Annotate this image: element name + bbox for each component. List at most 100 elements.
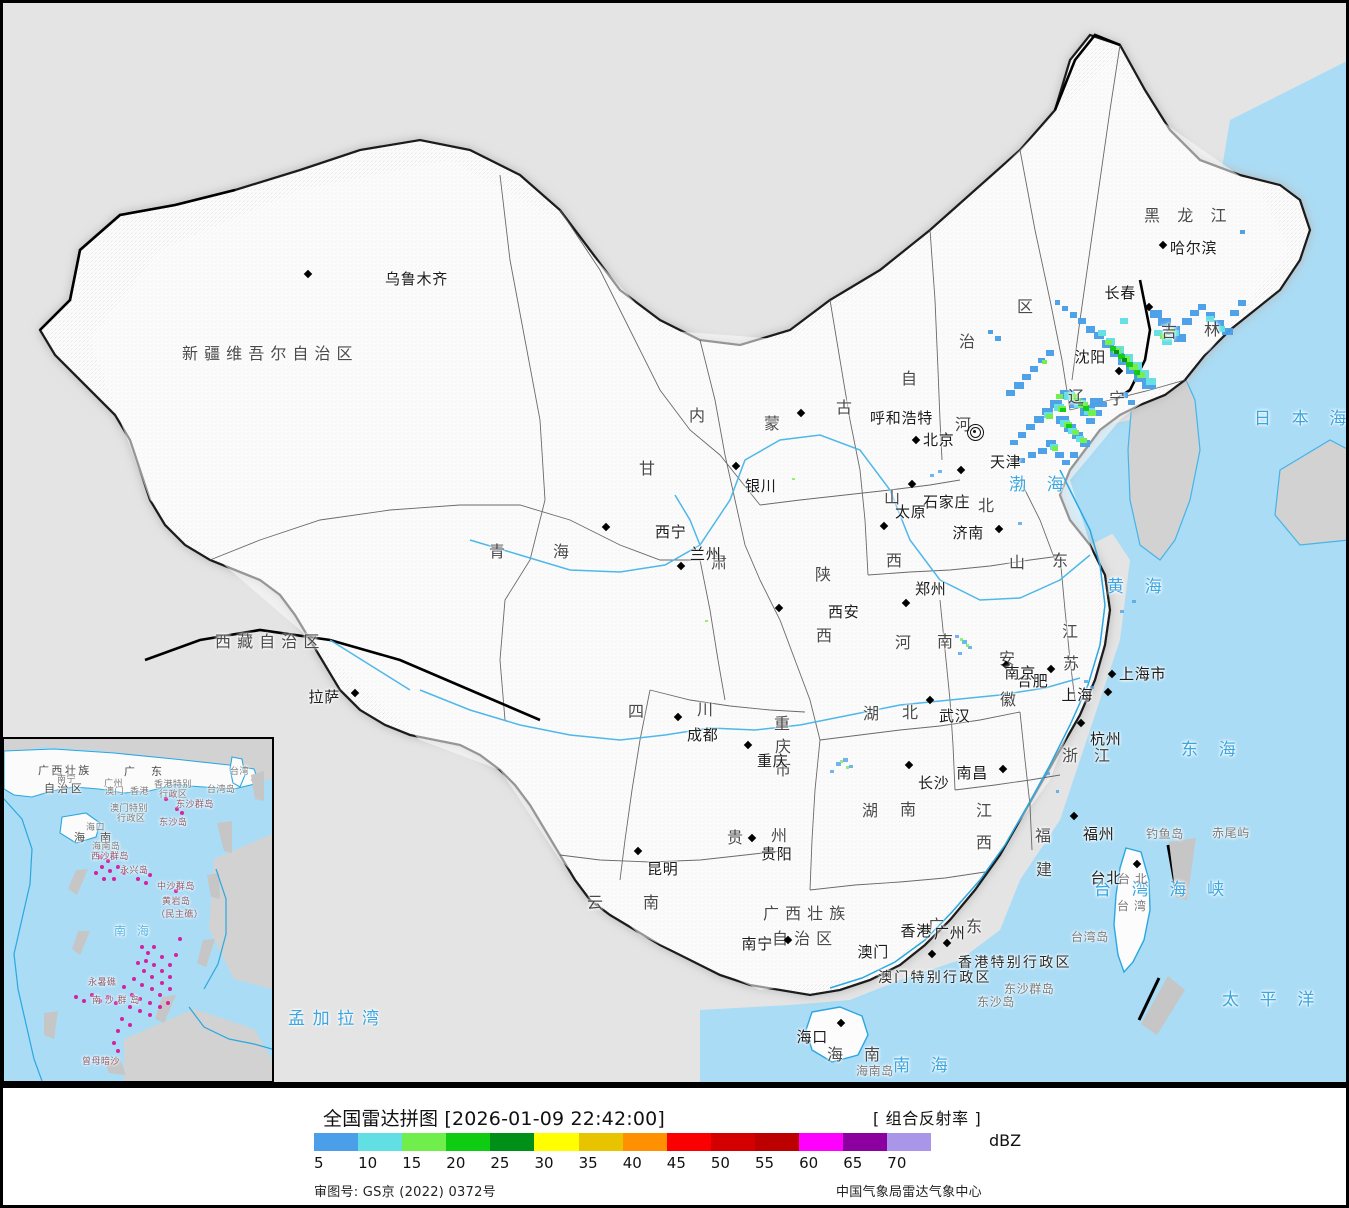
- inset-label-8: 香港特别: [154, 780, 192, 790]
- province-label-53: 东: [966, 917, 989, 936]
- colorbar-tick-50: 50: [710, 1154, 730, 1172]
- colorbar-tick-35: 35: [578, 1154, 598, 1172]
- province-label-9: 区: [1017, 297, 1040, 316]
- island-label-0: 钓鱼岛: [1146, 827, 1184, 841]
- province-label-8: 古: [836, 398, 859, 417]
- inset-label-11: 行政区: [117, 814, 146, 824]
- colorbar-tick-25: 25: [490, 1154, 510, 1172]
- city-label-28: 香港: [900, 922, 932, 940]
- city-label-3: 兰州: [690, 545, 722, 563]
- inset-label-14: 东沙群岛: [176, 800, 214, 810]
- province-label-26: 南: [937, 632, 960, 651]
- inset-label-21: 永兴岛: [120, 866, 149, 876]
- city-label-21: 长沙: [918, 774, 950, 792]
- city-label-24: 贵阳: [761, 845, 793, 863]
- colorbar-tick-15: 15: [402, 1154, 422, 1172]
- province-label-48: 云: [587, 893, 610, 912]
- province-label-10: 自: [901, 369, 924, 388]
- city-label-19: 南昌: [956, 764, 988, 782]
- colorbar-swatch-11[interactable]: [799, 1133, 844, 1151]
- province-label-50: 广西壮族: [763, 904, 852, 923]
- province-label-27: 江: [1062, 622, 1085, 641]
- inset-label-17: 海: [74, 831, 88, 844]
- inset-label-22: 中沙群岛: [157, 882, 195, 892]
- province-label-13: 吉: [1161, 322, 1184, 341]
- inset-label-2: 广: [124, 765, 138, 778]
- city-label-25: 昆明: [647, 860, 679, 878]
- province-label-18: 北: [978, 496, 1001, 515]
- colorbar-tick-10: 10: [358, 1154, 378, 1172]
- colorbar-swatch-7[interactable]: [622, 1133, 667, 1151]
- city-label-18: 武汉: [939, 707, 971, 725]
- colorbar-swatch-0[interactable]: [314, 1133, 359, 1151]
- province-label-34: 建: [1036, 860, 1059, 879]
- city-label-5: 呼和浩特: [870, 409, 934, 427]
- province-label-24: 东: [1052, 551, 1075, 570]
- province-label-25: 河: [895, 633, 918, 652]
- colorbar-swatch-2[interactable]: [402, 1133, 447, 1151]
- sea-label-3: 南 海: [893, 1056, 956, 1076]
- legend-footer-panel: 全国雷达拼图 [2026-01-09 22:42:00] [ 组合反射率 ]: [0, 1085, 1349, 1208]
- colorbar-swatch-12[interactable]: [843, 1133, 888, 1151]
- city-label-1: 拉萨: [308, 688, 340, 706]
- colorbar-tick-60: 60: [799, 1154, 819, 1172]
- colorbar-tick-70: 70: [887, 1154, 907, 1172]
- inset-label-4: 南宁: [57, 775, 76, 785]
- city-label-27: 广州: [934, 924, 966, 942]
- inset-label-20: 西沙群岛: [91, 852, 129, 862]
- province-label-23: 山: [1009, 553, 1032, 572]
- city-label-23: 重庆: [757, 752, 789, 770]
- dbz-unit-label: dBZ: [989, 1131, 1022, 1150]
- colorbar-swatch-3[interactable]: [446, 1133, 491, 1151]
- island-label-7: 海南岛: [856, 1064, 894, 1078]
- dbz-colorbar[interactable]: [314, 1133, 932, 1151]
- colorbar-tick-45: 45: [666, 1154, 686, 1172]
- city-label-17: 杭州: [1090, 730, 1122, 748]
- issuing-agency-credit: 中国气象局雷达气象中心: [836, 1185, 982, 1200]
- inset-label-23: 黄岩岛: [162, 897, 191, 907]
- city-label-7: 天津: [990, 453, 1022, 471]
- colorbar-swatch-9[interactable]: [710, 1133, 755, 1151]
- colorbar-swatch-5[interactable]: [534, 1133, 579, 1151]
- sea-label-5: 渤 海: [1009, 475, 1072, 495]
- product-type-label: [ 组合反射率 ]: [873, 1109, 982, 1128]
- colorbar-swatch-13[interactable]: [887, 1133, 932, 1151]
- inset-label-25: 南 海: [114, 924, 153, 938]
- province-label-47: 州: [771, 826, 794, 845]
- colorbar-swatch-6[interactable]: [578, 1133, 623, 1151]
- island-label-6: 东沙岛: [977, 995, 1015, 1009]
- colorbar-swatch-10[interactable]: [754, 1133, 800, 1151]
- province-label-32: 江: [1094, 746, 1117, 765]
- province-label-14: 林: [1204, 320, 1227, 339]
- colorbar-swatch-8[interactable]: [666, 1133, 711, 1151]
- city-label-9: 太原: [895, 503, 927, 521]
- colorbar-swatch-1[interactable]: [358, 1133, 403, 1151]
- inset-label-7: 香港: [130, 787, 149, 797]
- province-label-2: 青: [489, 542, 512, 561]
- province-label-1: 西藏自治区: [215, 632, 326, 651]
- city-label-29: 澳门: [857, 943, 889, 961]
- inset-label-19: 海南岛: [92, 842, 121, 852]
- province-label-54: 海: [827, 1045, 850, 1064]
- inset-label-10: 澳门特别: [110, 804, 148, 814]
- land-and-boundaries: [38, 33, 1349, 1085]
- inset-label-26: 永暑礁: [88, 978, 117, 988]
- colorbar-tick-55: 55: [755, 1154, 775, 1172]
- colorbar-swatch-4[interactable]: [490, 1133, 535, 1151]
- province-label-35: 江: [976, 801, 999, 820]
- city-label-11: 郑州: [915, 580, 947, 598]
- province-label-42: 川: [697, 700, 720, 719]
- province-label-49: 南: [643, 893, 666, 912]
- province-label-20: 西: [886, 551, 909, 570]
- inset-label-24: （民主礁）: [156, 910, 204, 920]
- colorbar-tick-65: 65: [843, 1154, 863, 1172]
- inset-label-18: 南: [100, 831, 114, 844]
- province-label-44: 庆: [775, 737, 798, 756]
- sea-label-6: 孟加拉湾: [288, 1009, 387, 1029]
- inset-label-3: 东: [151, 765, 165, 778]
- south-china-sea-inset-map[interactable]: 广西壮族 自治区广东南宁 广州 澳门 香港 香港特别 行政区 澳门特别 行政区 台湾 台湾岛 东沙群岛…: [2, 737, 274, 1083]
- map-canvas[interactable]: 新疆维吾尔自治区 西藏自治区青海甘肃内蒙古区自治黑 龙 江吉林辽宁河北山西陕西山东…: [0, 0, 1349, 1085]
- sea-label-4: 太 平 洋: [1222, 990, 1323, 1010]
- colorbar-tick-20: 20: [446, 1154, 466, 1172]
- inset-label-5: 广州: [104, 779, 123, 789]
